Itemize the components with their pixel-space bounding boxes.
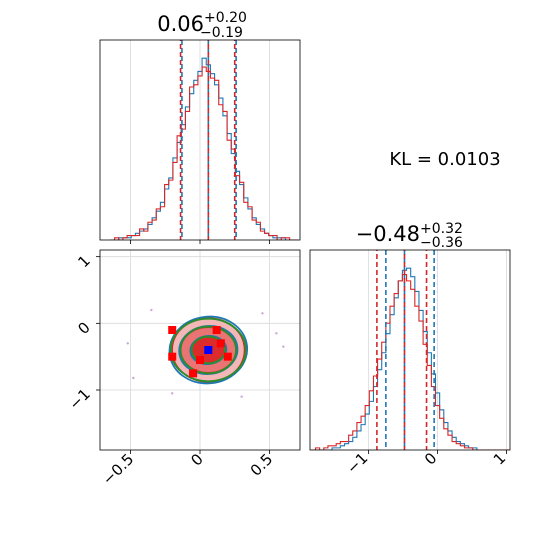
- joint-density-cell-5: [189, 369, 198, 378]
- param1-hist-series-1: [110, 66, 298, 240]
- joint-density-cell-0: [168, 326, 177, 334]
- joint-contours: [126, 308, 285, 398]
- joint-x-ticks: −0.5 0 0.5: [99, 450, 276, 489]
- joint-ytick-label-1: 0: [74, 318, 93, 337]
- joint-contour-fit-1: [179, 325, 238, 375]
- joint-peak-marker: [204, 346, 213, 354]
- joint-density-cell-2: [196, 356, 204, 364]
- param2-tick-label-0: −1: [343, 449, 371, 477]
- joint-outlier-point-4: [150, 308, 153, 312]
- joint-outlier-point-0: [126, 342, 129, 345]
- param2-x-ticks: −1 0 1: [343, 449, 509, 477]
- joint-contour-panel: −0.5 0 0.5 −1 0 1: [65, 249, 301, 489]
- joint-xtick-label-2: 0.5: [247, 450, 277, 480]
- param1-histogram-panel: 0.06 +0.20 −0.19: [99, 10, 301, 244]
- joint-density-cell-4: [223, 352, 232, 361]
- joint-contour-fit-0: [169, 317, 247, 383]
- kl-divergence-label: KL = 0.0103: [389, 149, 500, 170]
- param1-title-upper-error: +0.20: [204, 10, 247, 26]
- joint-outlier-point-5: [240, 395, 243, 398]
- joint-gridlines: [100, 250, 300, 450]
- joint-xtick-label-1: 0: [187, 450, 206, 469]
- joint-outlier-point-7: [261, 312, 264, 315]
- joint-ytick-label-0: −1: [65, 385, 93, 413]
- param2-title-lower-error: −0.36: [420, 235, 463, 251]
- param2-histogram-series: [311, 250, 510, 450]
- param1-title-value: 0.06: [157, 12, 204, 36]
- joint-outlier-point-6: [171, 392, 174, 395]
- joint-ytick-label-2: 1: [74, 252, 93, 271]
- param1-gridlines: [130, 40, 270, 240]
- joint-outlier-point-3: [275, 332, 278, 335]
- param2-title-upper-error: +0.32: [420, 221, 463, 237]
- joint-density-cell-6: [212, 326, 221, 334]
- param2-histogram-panel: −1 0 1 −0.48 +0.32 −0.36: [309, 221, 511, 477]
- param2-hist-series-1: [311, 273, 510, 450]
- joint-xtick-label-0: −0.5: [99, 450, 137, 488]
- param2-gridlines: [368, 250, 507, 450]
- joint-outlier-point-1: [132, 376, 135, 380]
- param1-histogram-series: [110, 40, 298, 240]
- param2-title-value: −0.48: [356, 222, 420, 246]
- joint-density-cell-3: [216, 339, 225, 348]
- joint-contour-fit-2: [190, 335, 226, 365]
- joint-density-cell-1: [168, 352, 177, 361]
- param1-x-ticks: [130, 240, 270, 244]
- param1-title-lower-error: −0.19: [200, 25, 243, 41]
- param2-hist-series-0: [311, 267, 510, 450]
- joint-outlier-point-2: [282, 345, 285, 348]
- param2-axes-frame: [309, 249, 511, 451]
- joint-y-ticks: −1 0 1: [65, 252, 100, 413]
